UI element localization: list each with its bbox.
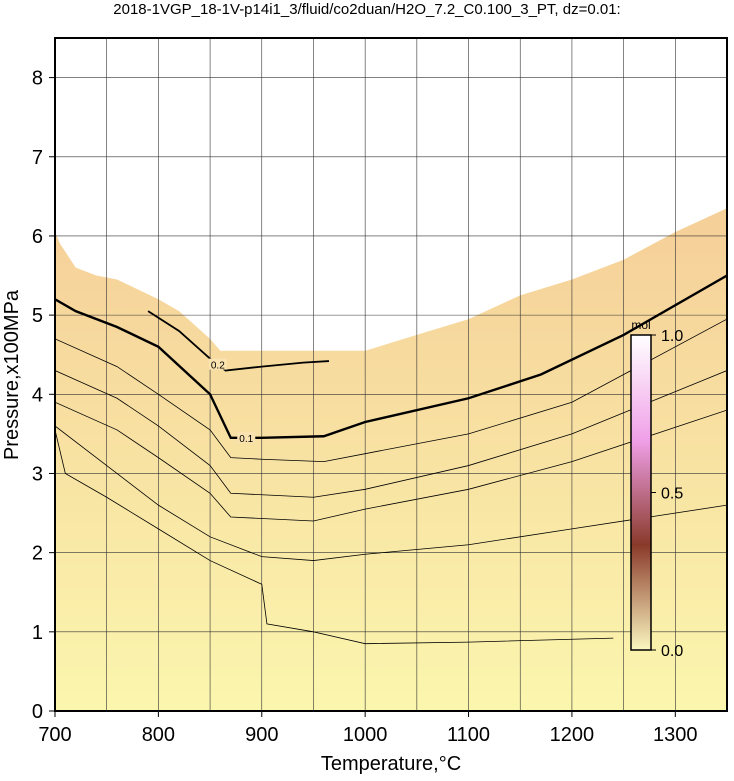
colorbar-tick-label: 1.0 <box>661 328 683 345</box>
x-tick-label: 1300 <box>653 724 698 746</box>
y-tick-label: 6 <box>32 226 43 248</box>
y-tick-label: 5 <box>32 305 43 327</box>
contour-label-bg <box>237 431 256 443</box>
filled-region <box>55 208 727 711</box>
y-tick-label: 4 <box>32 384 43 406</box>
x-axis-label: Temperature,°C <box>321 753 461 775</box>
x-tick-label: 900 <box>245 724 278 746</box>
contour-label-bg <box>208 358 227 370</box>
y-tick-label: 3 <box>32 463 43 485</box>
colorbar-label: mol <box>631 318 650 332</box>
x-tick-label: 1200 <box>550 724 595 746</box>
contour-line <box>55 318 727 462</box>
colorbar-tick-label: 0.5 <box>661 486 683 503</box>
x-tick-label: 800 <box>142 724 175 746</box>
x-tick-label: 1100 <box>447 724 490 746</box>
contour-line <box>55 274 727 440</box>
plot-frame <box>54 37 728 712</box>
chart-title: 2018-1VGP_18-1V-p14i1_3/fluid/co2duan/H2… <box>113 1 620 18</box>
plot-area: 0.2 0.1 <box>55 38 727 711</box>
y-axis-label: Pressure,x100MPa <box>1 289 23 460</box>
y-tick-label: 2 <box>32 543 43 565</box>
y-tick-label: 7 <box>32 147 43 169</box>
contour-label: 0.2 <box>211 361 225 372</box>
y-tick-label: 0 <box>32 701 43 723</box>
x-tick-label: 1000 <box>343 724 388 746</box>
contour-line <box>55 370 727 498</box>
contour-line <box>147 310 330 372</box>
x-tick-label: 700 <box>38 724 71 746</box>
y-tick-label: 8 <box>32 68 43 90</box>
axes: 700 800 900 1000 1100 1200 1300 0 1 2 3 4 5 6 7 8 mol 0.0… <box>32 68 698 746</box>
contour-line <box>55 429 614 645</box>
contour-label: 0.1 <box>239 434 253 445</box>
colorbar-tick-label: 0.0 <box>661 643 683 660</box>
y-tick-label: 1 <box>32 622 43 644</box>
colorbar <box>630 334 652 651</box>
contour-line <box>55 401 727 522</box>
contour-line <box>55 425 727 561</box>
